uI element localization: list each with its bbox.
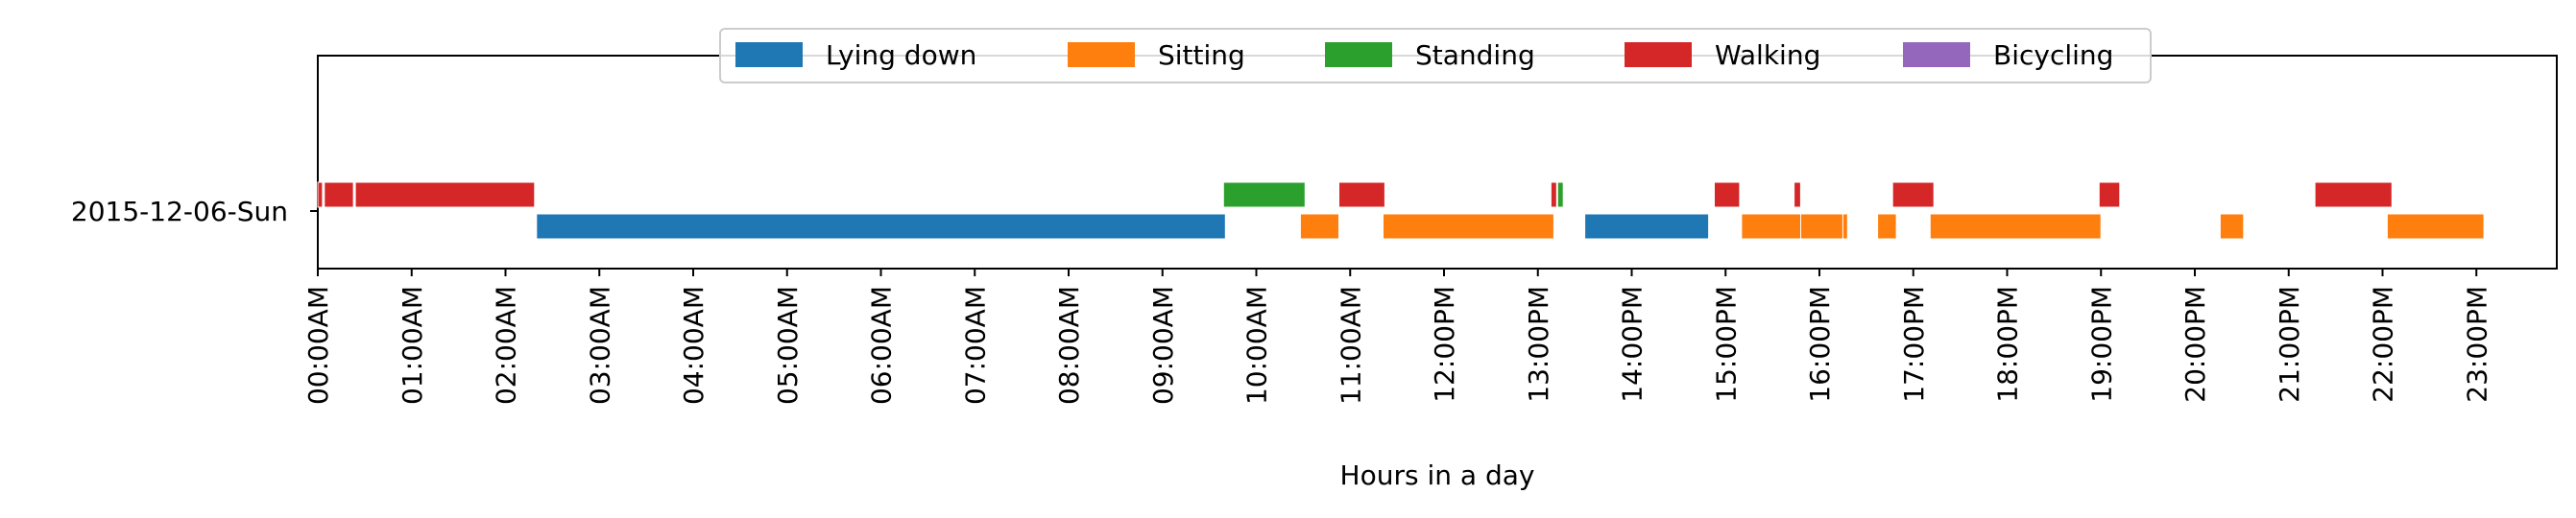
x-tick-label: 11:00AM [1335, 286, 1366, 405]
legend-swatch [1325, 42, 1392, 67]
y-axis: 2015-12-06-Sun [71, 196, 318, 227]
activity-bars [317, 181, 2485, 240]
bar-walking [1891, 181, 1935, 208]
x-axis-label: Hours in a day [1340, 459, 1535, 491]
x-tick-label: 21:00PM [2274, 286, 2305, 403]
bar-sitting [1299, 213, 1340, 240]
bar-sitting [2386, 213, 2485, 240]
x-tick-label: 02:00AM [491, 286, 522, 405]
x-tick-label: 16:00PM [1804, 286, 1836, 403]
x-tick-label: 01:00AM [397, 286, 428, 405]
bar-sitting [2219, 213, 2245, 240]
legend-swatch [1903, 42, 1970, 67]
x-tick-label: 06:00AM [866, 286, 898, 405]
x-tick-label: 15:00PM [1710, 286, 1742, 403]
legend-label: Bicycling [1993, 39, 2113, 71]
bar-walking [324, 181, 354, 208]
x-tick-label: 09:00AM [1147, 286, 1179, 405]
bar-sitting [1741, 213, 1802, 240]
legend-swatch [735, 42, 803, 67]
x-tick-label: 05:00AM [772, 286, 804, 405]
x-tick-label: 03:00AM [584, 286, 615, 405]
bar-walking [1714, 181, 1741, 208]
x-tick-label: 20:00PM [2179, 286, 2211, 403]
legend-label: Standing [1415, 39, 1535, 71]
bar-standing [1222, 181, 1306, 208]
bar-walking [317, 181, 324, 208]
x-tick-label: 07:00AM [959, 286, 991, 405]
legend: Lying down Sitting Standing Walking Bicyclin… [719, 28, 2152, 83]
x-tick-label: 13:00PM [1523, 286, 1554, 403]
legend-swatch [1068, 42, 1135, 67]
bar-sitting [1877, 213, 1897, 240]
x-tick-label: 22:00PM [2368, 286, 2399, 403]
x-tick-label: 23:00PM [2461, 286, 2492, 403]
x-tick-label: 19:00PM [2085, 286, 2117, 403]
bar-lying-down [1584, 213, 1710, 240]
legend-label: Sitting [1158, 39, 1245, 71]
bar-sitting [1383, 213, 1554, 240]
legend-swatch [1625, 42, 1692, 67]
bar-walking [1338, 181, 1385, 208]
x-tick-label: 12:00PM [1429, 286, 1460, 403]
bar-walking [2098, 181, 2121, 208]
bar-standing [1556, 181, 1564, 208]
x-tick-label: 18:00PM [1992, 286, 2024, 403]
bar-walking [2314, 181, 2393, 208]
bar-walking [354, 181, 536, 208]
x-tick-label: 17:00PM [1898, 286, 1930, 403]
x-axis-ticks: 00:00AM 01:00AM 02:00AM 03:00AM 04:00AM 05:00… [302, 269, 2492, 405]
x-tick-label: 14:00PM [1617, 286, 1649, 403]
bar-sitting [1800, 213, 1843, 240]
bar-walking [1550, 181, 1557, 208]
legend-label: Lying down [826, 39, 976, 71]
legend-label: Walking [1715, 39, 1820, 71]
x-tick-label: 04:00AM [678, 286, 710, 405]
bar-walking [1794, 181, 1801, 208]
bar-lying-down [536, 213, 1226, 240]
bar-sitting [1842, 213, 1848, 240]
bar-sitting [1929, 213, 2102, 240]
y-tick-label: 2015-12-06-Sun [71, 196, 288, 227]
x-tick-label: 08:00AM [1053, 286, 1085, 405]
x-tick-label: 00:00AM [302, 286, 334, 405]
x-tick-label: 10:00AM [1241, 286, 1273, 405]
